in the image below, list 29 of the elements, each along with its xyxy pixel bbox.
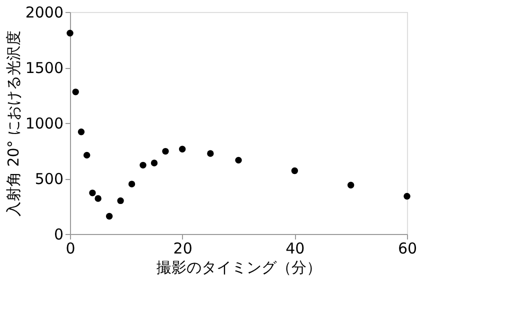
point — [106, 212, 113, 220]
point — [347, 182, 354, 189]
y-tick-label: 1500 — [25, 59, 64, 77]
y-tick-label: 0 — [54, 226, 64, 244]
point — [66, 30, 74, 36]
point — [150, 160, 158, 166]
y-axis-title: 入射角 20° における光沢度 — [4, 30, 22, 217]
x-tick-label: 0 — [66, 240, 76, 258]
point — [235, 156, 242, 164]
point — [140, 162, 146, 169]
point — [94, 195, 102, 202]
y-tick-label: 2000 — [25, 4, 64, 22]
point — [404, 192, 410, 200]
x-tick-label: 20 — [173, 240, 192, 258]
x-tick-label: 40 — [286, 240, 305, 258]
point — [207, 150, 214, 157]
y-tick-label: 1000 — [25, 114, 64, 132]
y-tick-label: 500 — [34, 170, 64, 188]
point — [117, 197, 124, 204]
point — [178, 146, 186, 152]
x-axis-title: 撮影のタイミング（分） — [156, 258, 322, 276]
point — [162, 148, 169, 155]
point — [128, 180, 136, 188]
point — [291, 167, 298, 174]
x-tick-label: 60 — [398, 240, 418, 258]
point — [72, 88, 79, 96]
point — [83, 152, 90, 159]
point — [78, 128, 85, 136]
point — [89, 190, 96, 196]
